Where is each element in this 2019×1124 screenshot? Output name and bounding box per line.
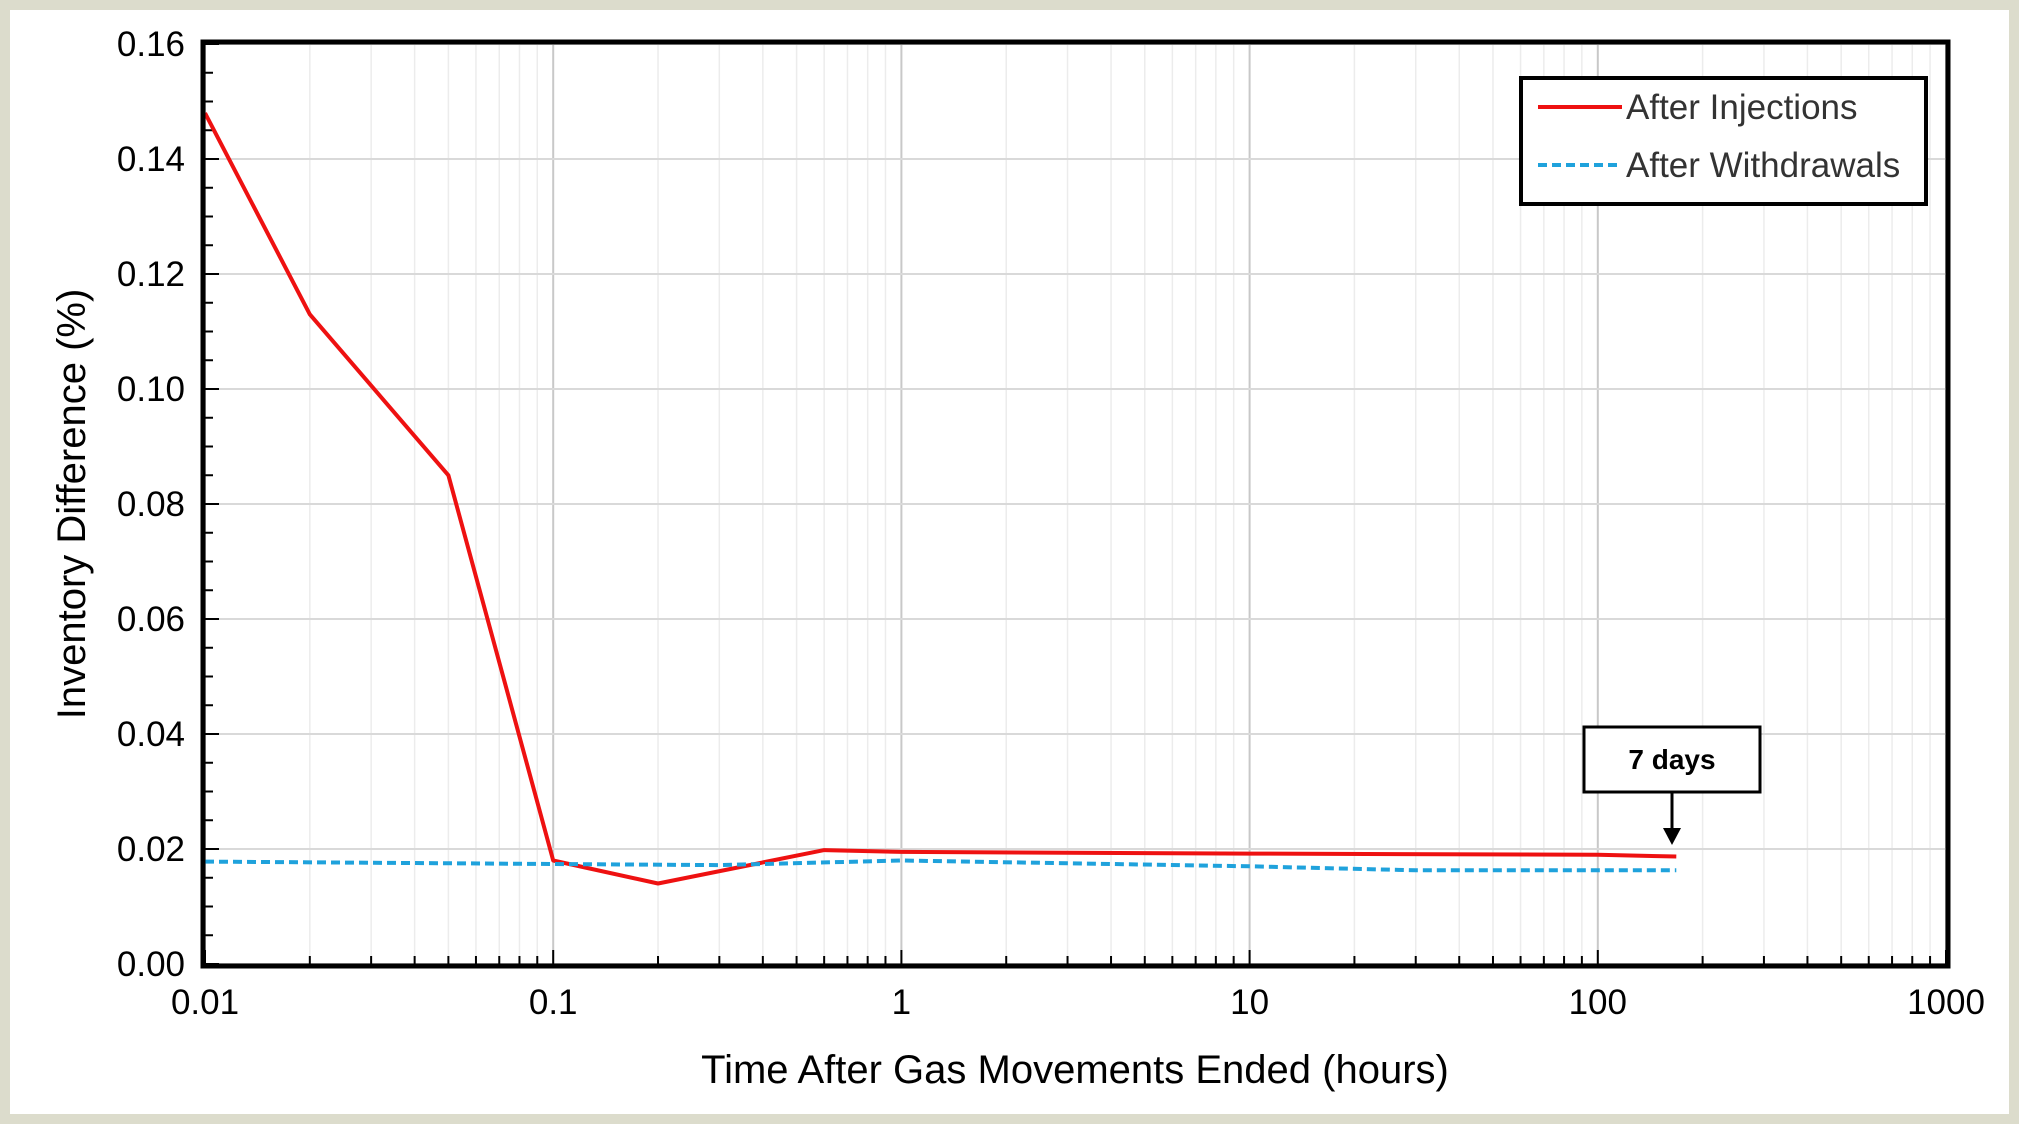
y-tick-label: 0.02: [117, 830, 185, 869]
x-axis-title: Time After Gas Movements Ended (hours): [701, 1048, 1449, 1092]
annotation-label: 7 days: [1628, 744, 1715, 775]
x-tick-label: 0.1: [529, 983, 578, 1022]
y-tick-label: 0.16: [117, 25, 185, 64]
y-axis-title: Inventory Difference (%): [50, 289, 94, 720]
y-tick-label: 0.06: [117, 600, 185, 639]
plot-area-border: [200, 39, 1951, 969]
legend: After Injections After Withdrawals: [1519, 76, 1928, 206]
y-axis-tick-labels: 0.00 0.02 0.04 0.06 0.08 0.10 0.12 0.14 …: [117, 25, 185, 984]
annotation-arrow-head: [1663, 828, 1681, 845]
y-tick-label: 0.00: [117, 945, 185, 984]
x-tick-label: 100: [1569, 983, 1627, 1022]
x-tick-label: 1000: [1907, 983, 1985, 1022]
series-line-after-injections: [203, 112, 1677, 886]
series-layer: [203, 112, 1677, 886]
legend-box: [1519, 76, 1928, 206]
annotation-box: [1582, 725, 1762, 794]
y-tick-label: 0.08: [117, 485, 185, 524]
legend-label-after-injections: After Injections: [1626, 88, 1858, 127]
chart-frame: 0.00 0.02 0.04 0.06 0.08 0.10 0.12 0.14 …: [10, 10, 2009, 1114]
x-tick-label: 10: [1230, 983, 1269, 1022]
x-axis-tick-labels: 0.01 0.1 1 10 100 1000: [171, 983, 1985, 1022]
legend-label-after-withdrawals: After Withdrawals: [1626, 146, 1900, 185]
line-chart: 0.00 0.02 0.04 0.06 0.08 0.10 0.12 0.14 …: [10, 10, 2009, 1114]
y-tick-label: 0.04: [117, 715, 185, 754]
y-tick-label: 0.10: [117, 370, 185, 409]
y-tick-label: 0.14: [117, 140, 185, 179]
y-tick-label: 0.12: [117, 255, 185, 294]
x-tick-label: 0.01: [171, 983, 239, 1022]
x-tick-label: 1: [892, 983, 911, 1022]
series-line-after-withdrawals: [204, 858, 1677, 873]
annotation-7-days: 7 days: [1582, 725, 1762, 845]
